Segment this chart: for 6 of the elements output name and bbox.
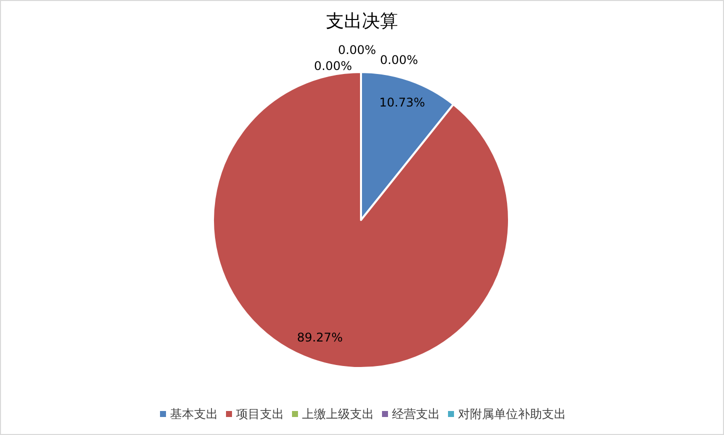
legend-label: 项目支出 <box>236 407 284 421</box>
legend-label: 基本支出 <box>170 407 218 421</box>
legend-label: 经营支出 <box>392 407 440 421</box>
legend-label: 上缴上级支出 <box>302 407 374 421</box>
legend-label: 对附属单位补助支出 <box>458 407 566 421</box>
chart-title: 支出决算 <box>326 11 398 32</box>
